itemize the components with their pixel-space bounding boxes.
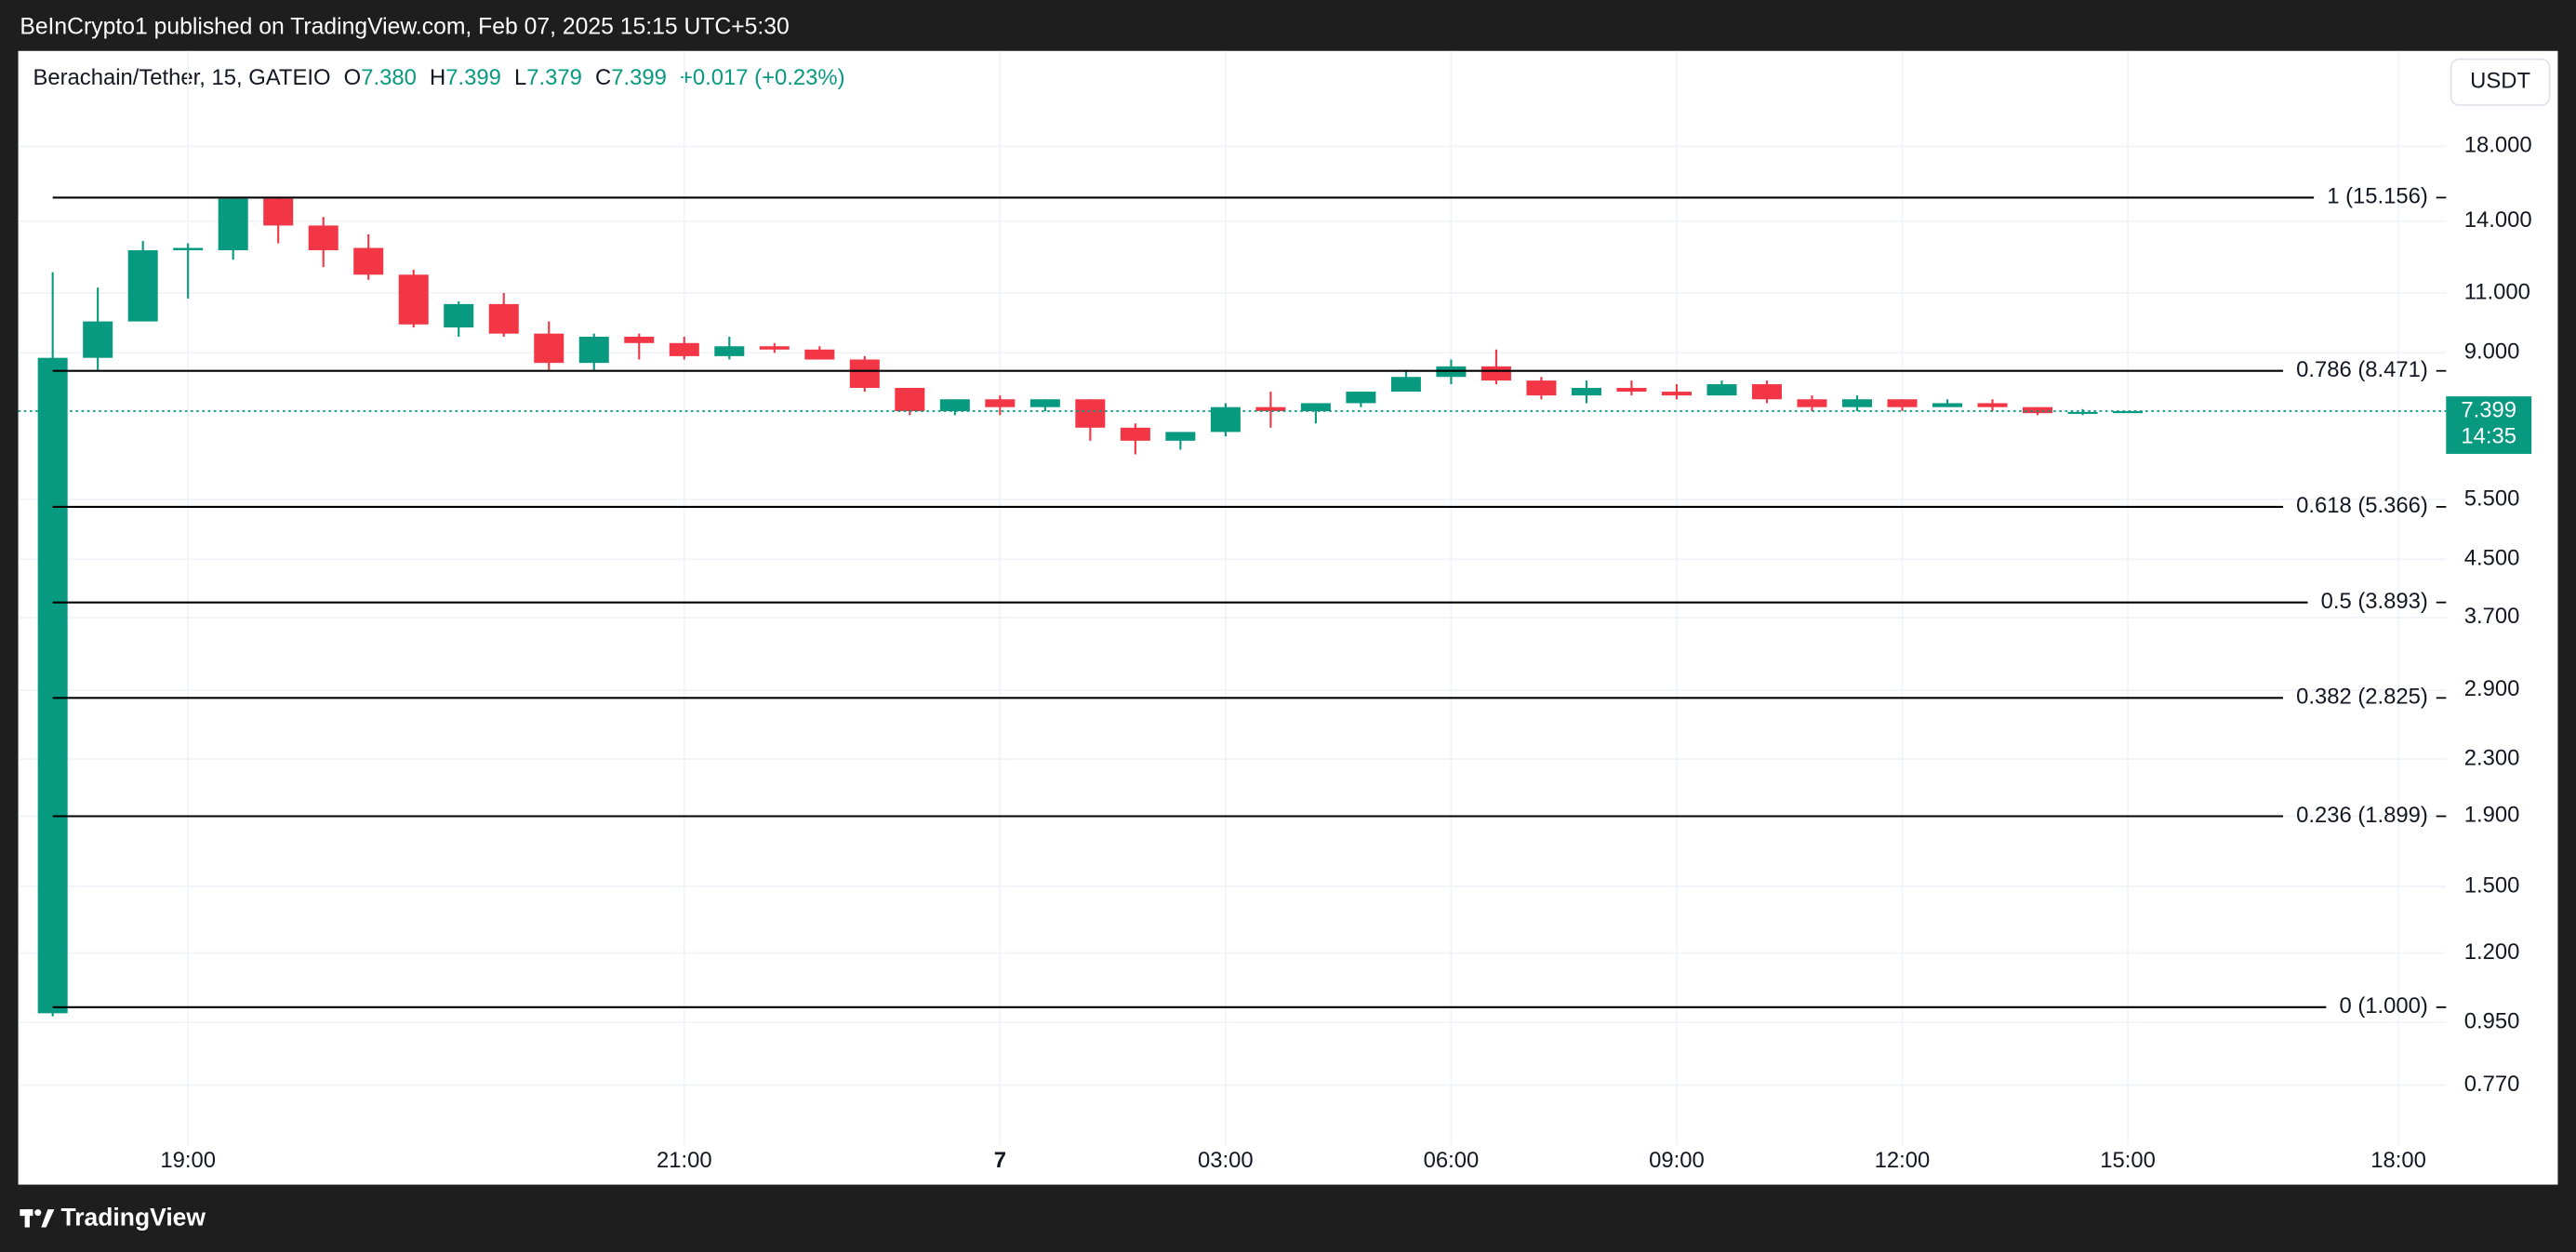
publisher-line: BeInCrypto1 published on TradingView.com… (20, 15, 789, 40)
level-label: 1 (15.156) (2327, 184, 2428, 209)
candle-body (37, 357, 68, 1014)
currency[interactable]: USDT (2470, 69, 2530, 94)
candle-body (1706, 384, 1737, 396)
candle-body (534, 333, 564, 364)
candle-body (488, 303, 519, 334)
candle-body (714, 346, 745, 356)
candle-body (1841, 399, 1872, 407)
level-label: 0.5 (3.893) (2321, 589, 2428, 614)
candle-body (1526, 380, 1557, 396)
y-tick-label: 2.300 (2464, 745, 2520, 770)
x-tick-label: 7 (994, 1148, 1006, 1173)
ohlc-value: 7.380 (361, 65, 417, 90)
x-tick-label: 12:00 (1875, 1148, 1931, 1173)
candle-body (173, 247, 204, 251)
candle-body (759, 346, 790, 350)
level-label: 0.236 (1.899) (2296, 803, 2428, 828)
candle-body (1481, 366, 1511, 381)
candle-body (1977, 403, 2008, 407)
price-tag (2446, 396, 2532, 454)
ohlc-key: C (595, 65, 611, 90)
level-label: 0.618 (5.366) (2296, 493, 2428, 518)
candle-body (849, 359, 880, 389)
candle-body (2023, 406, 2053, 414)
candle-body (1346, 392, 1376, 404)
currency-button[interactable] (2450, 58, 2551, 106)
candle-body (1165, 432, 1196, 441)
symbol-line: Berachain/Tether, 15, GATEIO O7.380 H7.399… (33, 65, 844, 90)
ohlc-key: L (514, 65, 526, 90)
y-tick-label: 5.500 (2464, 486, 2520, 511)
x-tick-label: 03:00 (1198, 1148, 1254, 1173)
candle-body (353, 247, 384, 275)
level-label: 0.786 (8.471) (2296, 357, 2428, 382)
y-tick-label: 0.770 (2464, 1072, 2520, 1097)
candle-body (2067, 411, 2098, 414)
candle-body (1616, 388, 1647, 393)
candle-body (1120, 427, 1150, 441)
level-label: 0.382 (2.825) (2296, 685, 2428, 710)
candle-body (1571, 388, 1601, 396)
candle-body (1751, 384, 1782, 400)
x-tick-label: 18:00 (2370, 1148, 2426, 1173)
candle-body (669, 342, 699, 356)
candle-body (308, 225, 339, 251)
candle-body (578, 337, 609, 364)
y-tick-label: 3.700 (2464, 604, 2520, 629)
ohlc-key: H (430, 65, 445, 90)
change: +0.017 (+0.23%) (680, 65, 845, 90)
ohlc-value: 7.399 (611, 65, 667, 90)
candle-body (1300, 403, 1331, 411)
y-tick-label: 2.900 (2464, 676, 2520, 701)
candle-body (263, 198, 294, 226)
y-tick-label: 18.000 (2464, 133, 2532, 158)
candle-body (1075, 399, 1106, 428)
candle-body (939, 399, 970, 411)
y-tick-label: 1.500 (2464, 872, 2520, 898)
x-tick-label: 06:00 (1424, 1148, 1480, 1173)
y-tick-label: 0.950 (2464, 1009, 2520, 1034)
candle-body (218, 198, 248, 251)
ohlc-value: 7.379 (526, 65, 582, 90)
candle-body (985, 399, 1016, 407)
y-tick-label: 11.000 (2464, 279, 2530, 304)
logo (20, 1209, 55, 1228)
ohlc-value: 7.399 (445, 65, 501, 90)
x-tick-label: 15:00 (2100, 1148, 2156, 1173)
y-tick-label: 1.200 (2464, 939, 2520, 965)
last-price-label: 7.399 (2461, 397, 2516, 422)
brand: TradingView (60, 1204, 206, 1232)
symbol: Berachain/Tether, 15, GATEIO (33, 65, 330, 90)
candle-body (398, 274, 429, 325)
candle-body (2113, 411, 2144, 414)
candle-body (1255, 406, 1286, 411)
countdown: 14:35 (2461, 424, 2516, 449)
candle-body (1661, 392, 1692, 396)
ohlc-key: O (344, 65, 362, 90)
candle-body (1797, 399, 1827, 407)
candle-body (1932, 403, 1963, 407)
candle-body (83, 321, 113, 358)
y-tick-label: 4.500 (2464, 546, 2520, 571)
candle-body (1887, 399, 1918, 407)
level-label: 0 (1.000) (2340, 993, 2428, 1019)
x-tick-label: 19:00 (160, 1148, 216, 1173)
y-tick-label: 14.000 (2464, 207, 2532, 233)
y-tick-label: 9.000 (2464, 340, 2520, 365)
candle-body (895, 388, 925, 411)
candle-body (1029, 399, 1060, 407)
candle-body (127, 250, 158, 322)
candle-body (624, 337, 655, 343)
x-tick-label: 21:00 (657, 1148, 712, 1173)
x-tick-label: 09:00 (1649, 1148, 1705, 1173)
candle-body (444, 303, 474, 328)
candle-body (1390, 377, 1421, 393)
y-tick-label: 1.900 (2464, 803, 2520, 828)
candle-body (804, 349, 835, 360)
